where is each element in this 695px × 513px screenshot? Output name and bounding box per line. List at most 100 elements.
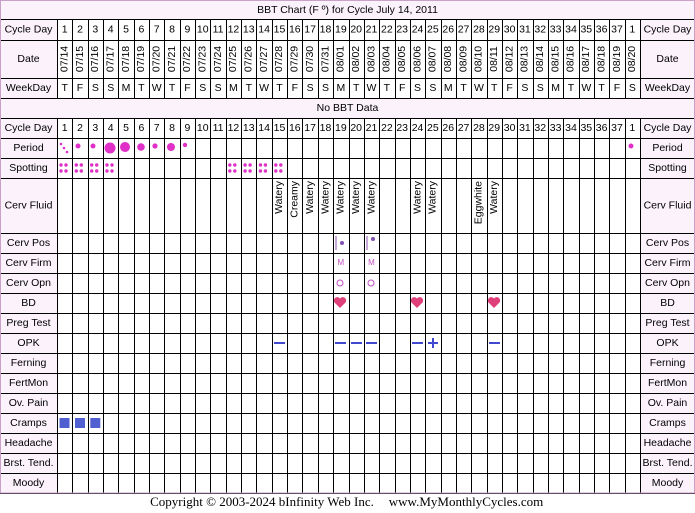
label-cell (0, 40, 57, 78)
weekday: W (259, 82, 269, 94)
cycle-day: 18 (320, 122, 332, 134)
texts: BBT Chart (F º) for Cycle July 14, 2011 C… (4, 4, 693, 509)
weekday: S (629, 82, 636, 94)
cycle-day: 12 (228, 23, 240, 35)
row-label: Cerv Fluid (5, 199, 53, 211)
row-label: Ferning (650, 357, 686, 369)
weekday: T (384, 82, 391, 94)
date: 08/01 (335, 46, 347, 72)
date: 08/09 (457, 46, 469, 72)
row-label: WeekDay (6, 82, 52, 94)
cycle-day: 19 (335, 23, 347, 35)
date: 07/25 (227, 46, 239, 72)
weekday: S (537, 82, 544, 94)
weekday: M (336, 82, 345, 94)
site-link: www.MyMonthlyCycles.com (389, 494, 543, 509)
row-label: Cerv Pos (646, 237, 689, 249)
row-label: Brst. Tend. (643, 457, 693, 469)
cycle-day: 29 (488, 122, 500, 134)
label-cell (640, 158, 695, 178)
cycle-day: 27 (458, 122, 470, 134)
row-label: OPK (17, 337, 39, 349)
cycle-day: 37 (611, 122, 623, 134)
row-label: Preg Test (645, 317, 689, 329)
row-label: Headache (644, 437, 692, 449)
cycle-day: 9 (184, 23, 190, 35)
cycle-day: 23 (396, 122, 408, 134)
row-label: Ferning (11, 357, 47, 369)
date: 08/17 (580, 46, 592, 72)
cycle-day: 17 (304, 23, 316, 35)
label-cell (640, 40, 695, 78)
cycle-day: 16 (289, 122, 301, 134)
date: 07/29 (289, 46, 301, 72)
row-label: Period (13, 142, 44, 154)
weekday: F (506, 82, 512, 94)
cycle-day: 22 (381, 122, 393, 134)
date: 07/14 (58, 46, 70, 72)
cycle-day: 23 (396, 23, 408, 35)
weekday: F (292, 82, 298, 94)
cycle-day: 36 (596, 23, 608, 35)
weekday: S (107, 82, 114, 94)
weekday: F (77, 82, 83, 94)
row-label: Preg Test (6, 317, 50, 329)
label-cell (0, 233, 57, 253)
cerv-fluid: Watery (488, 180, 500, 214)
cycle-day: 32 (534, 122, 546, 134)
row-label: Ov. Pain (9, 397, 49, 409)
row-label: Period (652, 142, 683, 154)
label-cell (0, 253, 57, 273)
weekday: F (184, 82, 190, 94)
row-label: BD (660, 297, 675, 309)
weekday: S (215, 82, 222, 94)
row-label: BD (21, 297, 36, 309)
row-label: Moody (652, 477, 684, 489)
cycle-day: 27 (458, 23, 470, 35)
row-label: FertMon (9, 377, 48, 389)
label-cell (0, 293, 57, 313)
weekday: S (429, 82, 436, 94)
cycle-day: 3 (92, 122, 98, 134)
label-cell (640, 413, 695, 433)
label-cell (0, 273, 57, 293)
label-cell (640, 19, 695, 40)
row-label: Moody (13, 477, 45, 489)
weekday: S (199, 82, 206, 94)
weekday: S (307, 82, 314, 94)
weekday: T (460, 82, 467, 94)
cerv-fluid: Watery (365, 180, 377, 214)
cycle-day: 35 (580, 122, 592, 134)
label-cell (640, 393, 695, 413)
cycle-day: 37 (611, 23, 623, 35)
date: 08/04 (381, 46, 393, 72)
date: 07/22 (181, 46, 193, 72)
cycle-day: 24 (412, 122, 424, 134)
date: 08/11 (488, 46, 500, 72)
row-label: Cycle Day (5, 122, 54, 134)
row-label: Cerv Firm (5, 257, 51, 269)
cycle-day: 13 (243, 23, 255, 35)
row-label: Spotting (648, 162, 687, 174)
date: 07/26 (243, 46, 255, 72)
label-cell (0, 78, 57, 98)
cycle-day: 36 (596, 122, 608, 134)
date: 08/07 (427, 46, 439, 72)
cycle-day: 19 (335, 122, 347, 134)
cycle-day: 7 (154, 122, 160, 134)
row-label: Cerv Pos (7, 237, 50, 249)
weekday: T (568, 82, 575, 94)
label-cell (0, 393, 57, 413)
cycle-day: 11 (213, 122, 224, 134)
cycle-day: 25 (427, 122, 439, 134)
cycle-day: 21 (366, 122, 378, 134)
weekday: S (414, 82, 421, 94)
weekday: T (353, 82, 360, 94)
label-cell (0, 333, 57, 353)
row-label: Cycle Day (5, 23, 54, 35)
date: 07/18 (120, 46, 132, 72)
date: 08/08 (442, 46, 454, 72)
row-label: OPK (656, 337, 678, 349)
weekday: W (367, 82, 377, 94)
